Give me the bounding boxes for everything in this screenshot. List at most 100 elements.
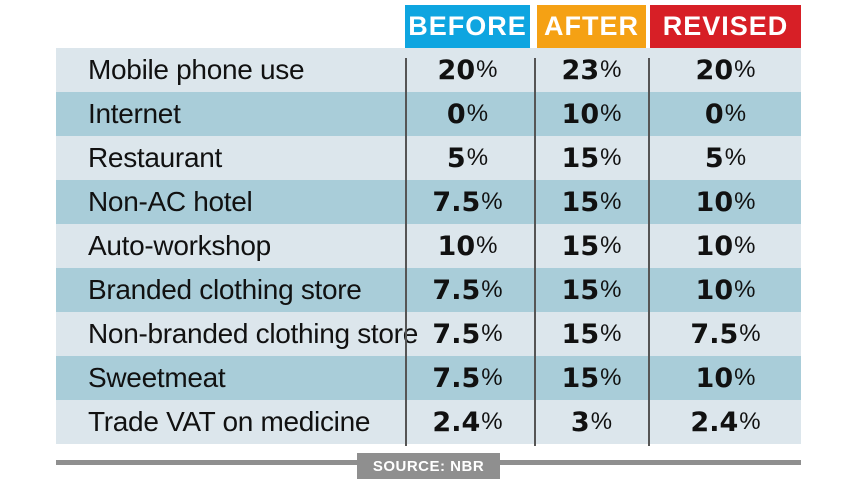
cell-after: 15% <box>537 136 646 180</box>
row-label: Internet <box>88 98 181 129</box>
cell-before: 7.5% <box>405 356 530 400</box>
cell-after: 15% <box>537 268 646 312</box>
percent-sign: % <box>734 276 756 303</box>
percent-sign: % <box>600 320 622 347</box>
rate-value: 15 <box>561 274 600 306</box>
cell-revised: 10% <box>650 356 801 400</box>
rate-value: 10 <box>437 230 476 262</box>
percent-sign: % <box>600 144 622 171</box>
percent-sign: % <box>734 232 756 259</box>
percent-sign: % <box>734 188 756 215</box>
cell-before: 7.5% <box>405 268 530 312</box>
cell-before: 2.4% <box>405 400 530 444</box>
row-label: Non-AC hotel <box>88 186 253 217</box>
column-divider <box>534 58 536 446</box>
cell-after: 15% <box>537 356 646 400</box>
header-after: AFTER <box>537 5 646 48</box>
column-divider <box>405 58 407 446</box>
rate-value: 23 <box>561 54 600 86</box>
cell-revised: 5% <box>650 136 801 180</box>
rate-value: 10 <box>695 230 734 262</box>
cell-after: 23% <box>537 48 646 92</box>
percent-sign: % <box>739 408 761 435</box>
source-badge: SOURCE: NBR <box>357 453 500 479</box>
rate-value: 20 <box>695 54 734 86</box>
table-row: Sweetmeat 7.5% 15% 10% <box>56 356 801 400</box>
row-label: Auto-workshop <box>88 230 271 261</box>
header-revised: REVISED <box>650 5 801 48</box>
rate-value: 7.5 <box>432 186 481 218</box>
percent-sign: % <box>734 56 756 83</box>
cell-revised: 7.5% <box>650 312 801 356</box>
percent-sign: % <box>734 364 756 391</box>
cell-after: 15% <box>537 180 646 224</box>
row-label: Non-branded clothing store <box>88 318 418 349</box>
percent-sign: % <box>600 188 622 215</box>
percent-sign: % <box>466 100 489 127</box>
table-row: Branded clothing store 7.5% 15% 10% <box>56 268 801 312</box>
percent-sign: % <box>600 276 622 303</box>
percent-sign: % <box>476 56 498 83</box>
rate-value: 7.5 <box>690 318 739 350</box>
cell-after: 15% <box>537 224 646 268</box>
rate-value: 15 <box>561 142 600 174</box>
rate-value: 20 <box>437 54 476 86</box>
percent-sign: % <box>466 144 489 171</box>
row-label: Sweetmeat <box>88 362 226 393</box>
rate-value: 2.4 <box>432 406 481 438</box>
cell-after: 3% <box>537 400 646 444</box>
percent-sign: % <box>600 364 622 391</box>
cell-before: 0% <box>405 92 530 136</box>
table-row: Internet 0% 10% 0% <box>56 92 801 136</box>
cell-before: 20% <box>405 48 530 92</box>
table-row: Auto-workshop 10% 15% 10% <box>56 224 801 268</box>
table-row: Trade VAT on medicine 2.4% 3% 2.4% <box>56 400 801 444</box>
cell-revised: 10% <box>650 180 801 224</box>
cell-before: 5% <box>405 136 530 180</box>
rate-value: 15 <box>561 362 600 394</box>
rate-value: 10 <box>695 362 734 394</box>
percent-sign: % <box>481 364 503 391</box>
cell-before: 7.5% <box>405 312 530 356</box>
table-row: Restaurant 5% 15% 5% <box>56 136 801 180</box>
cell-before: 7.5% <box>405 180 530 224</box>
cell-before: 10% <box>405 224 530 268</box>
cell-revised: 10% <box>650 268 801 312</box>
table-row: Mobile phone use 20% 23% 20% <box>56 48 801 92</box>
percent-sign: % <box>476 232 498 259</box>
cell-revised: 20% <box>650 48 801 92</box>
column-divider <box>648 58 650 446</box>
cell-after: 10% <box>537 92 646 136</box>
percent-sign: % <box>600 100 622 127</box>
rate-value: 3 <box>570 406 590 438</box>
percent-sign: % <box>739 320 761 347</box>
cell-after: 15% <box>537 312 646 356</box>
rate-value: 0 <box>446 98 466 130</box>
percent-sign: % <box>481 276 503 303</box>
percent-sign: % <box>724 144 747 171</box>
rate-value: 5 <box>446 142 466 174</box>
percent-sign: % <box>481 188 503 215</box>
rate-value: 2.4 <box>690 406 739 438</box>
header-before: BEFORE <box>405 5 530 48</box>
percent-sign: % <box>600 56 622 83</box>
rate-value: 15 <box>561 318 600 350</box>
cell-revised: 0% <box>650 92 801 136</box>
rate-value: 7.5 <box>432 362 481 394</box>
rate-value: 7.5 <box>432 274 481 306</box>
percent-sign: % <box>481 408 503 435</box>
row-label: Mobile phone use <box>88 54 305 85</box>
percent-sign: % <box>600 232 622 259</box>
rate-value: 15 <box>561 230 600 262</box>
rate-value: 0 <box>704 98 724 130</box>
table-row: Non-AC hotel 7.5% 15% 10% <box>56 180 801 224</box>
row-label: Restaurant <box>88 142 222 173</box>
row-label: Trade VAT on medicine <box>88 406 371 437</box>
rate-value: 10 <box>695 186 734 218</box>
percent-sign: % <box>481 320 503 347</box>
row-label: Branded clothing store <box>88 274 362 305</box>
cell-revised: 10% <box>650 224 801 268</box>
vat-rate-table: Mobile phone use 20% 23% 20% Internet 0% 10% 0%… <box>56 48 801 448</box>
rate-value: 7.5 <box>432 318 481 350</box>
rate-value: 10 <box>695 274 734 306</box>
